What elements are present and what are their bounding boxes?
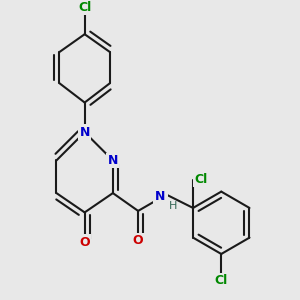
Text: Cl: Cl	[78, 1, 91, 14]
Text: N: N	[108, 154, 118, 167]
Text: N: N	[154, 190, 165, 202]
Text: N: N	[80, 126, 90, 139]
Text: Cl: Cl	[214, 274, 228, 287]
Text: O: O	[133, 234, 143, 247]
Text: O: O	[80, 236, 90, 249]
Text: H: H	[169, 202, 177, 212]
Text: Cl: Cl	[194, 173, 208, 186]
Text: N: N	[156, 188, 166, 201]
